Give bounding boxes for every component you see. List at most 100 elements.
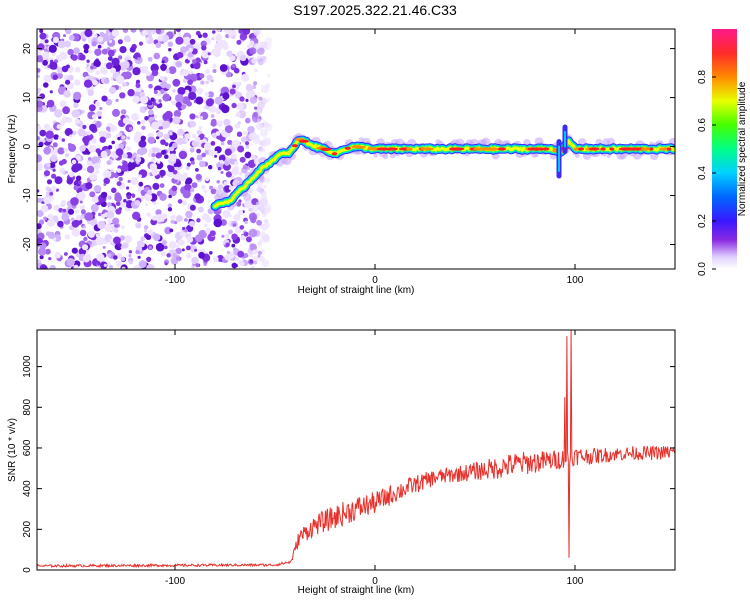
noise-blob <box>263 177 270 184</box>
noise-blob <box>172 142 178 149</box>
ridge-hotspot <box>451 147 465 151</box>
spectrogram-xtick-label: 0 <box>372 275 378 286</box>
noise-blob <box>177 128 185 136</box>
noise-blob <box>199 133 205 139</box>
noise-blob <box>71 219 80 228</box>
noise-blob <box>122 153 128 159</box>
noise-blob <box>181 200 187 206</box>
noise-blob <box>161 60 165 64</box>
noise-blob <box>245 144 250 149</box>
snr-xtick-label: 100 <box>567 576 584 587</box>
noise-blob <box>116 181 122 187</box>
noise-blob <box>59 100 67 108</box>
noise-blob <box>233 67 240 74</box>
noise-blob <box>73 91 82 101</box>
noise-blob <box>46 162 51 168</box>
noise-blob <box>231 243 236 248</box>
noise-blob <box>63 34 66 38</box>
noise-blob <box>42 59 48 66</box>
noise-blob <box>232 247 238 253</box>
noise-blob <box>239 33 248 41</box>
snr-ytick-label: 1000 <box>22 355 33 378</box>
noise-blob <box>159 89 165 95</box>
noise-blob <box>37 162 43 172</box>
noise-blob <box>194 193 201 200</box>
spectrogram-ytick-label: 20 <box>22 43 33 55</box>
ridge-halo <box>382 153 389 160</box>
noise-blob <box>120 225 125 230</box>
snr-line-area <box>37 330 675 569</box>
noise-blob <box>99 255 105 261</box>
noise-blob <box>95 233 100 238</box>
noise-blob <box>204 189 208 194</box>
colorbar: 0.0 0.2 0.4 0.6 0.8 Normalized spectral ampl… <box>697 29 748 276</box>
noise-blob <box>95 148 101 154</box>
noise-blob <box>213 218 223 228</box>
noise-blob <box>251 204 259 212</box>
noise-blob <box>130 177 139 185</box>
noise-blob <box>184 218 188 222</box>
noise-blob <box>235 112 241 118</box>
noise-blob <box>58 160 64 166</box>
noise-blob <box>175 93 184 103</box>
noise-blob <box>93 185 102 193</box>
snr-y-label: SNR (10 * v/v) <box>7 418 18 482</box>
noise-blob <box>225 233 230 239</box>
noise-blob <box>239 225 245 230</box>
ridge-hotspot <box>320 147 332 151</box>
noise-blob <box>171 185 178 192</box>
noise-blob <box>117 39 123 45</box>
noise-blob <box>206 74 213 81</box>
noise-blob <box>43 123 51 131</box>
noise-blob <box>47 231 56 239</box>
noise-blob <box>200 80 205 85</box>
noise-blob <box>37 223 42 230</box>
noise-blob <box>264 219 269 224</box>
noise-blob <box>64 40 71 48</box>
noise-blob <box>111 140 115 145</box>
noise-blob <box>249 47 257 55</box>
ridge-hotspot <box>609 147 615 151</box>
ridge-hotspot <box>356 145 366 149</box>
noise-blob <box>244 200 252 209</box>
noise-blob <box>218 154 226 162</box>
noise-blob <box>66 177 74 185</box>
noise-blob <box>107 202 112 207</box>
noise-blob <box>104 223 113 232</box>
noise-blob <box>239 96 245 102</box>
noise-blob <box>127 89 135 97</box>
noise-blob <box>246 55 251 60</box>
noise-blob <box>46 99 55 108</box>
ridge-hotspot <box>376 147 390 151</box>
noise-blob <box>43 216 47 221</box>
spectrogram-xtick-label: -100 <box>165 275 185 286</box>
noise-blob <box>80 215 84 220</box>
noise-blob <box>231 63 236 68</box>
noise-blob <box>145 234 152 240</box>
noise-blob <box>49 90 53 94</box>
noise-blob <box>201 50 210 59</box>
noise-blob <box>195 115 199 119</box>
noise-blob <box>115 208 122 215</box>
spectrogram-ytick-label: 10 <box>22 92 33 104</box>
noise-blob <box>122 29 129 33</box>
noise-blob <box>39 255 44 260</box>
noise-blob <box>155 147 160 152</box>
noise-blob <box>150 157 156 162</box>
noise-blob <box>175 215 183 222</box>
noise-blob <box>71 109 81 118</box>
noise-blob <box>237 250 245 258</box>
noise-blob <box>138 41 144 46</box>
noise-blob <box>128 260 133 265</box>
noise-blob <box>90 65 95 70</box>
noise-blob <box>175 161 182 168</box>
noise-blob <box>244 220 248 224</box>
snr-series-line <box>37 330 675 569</box>
noise-blob <box>126 146 131 152</box>
noise-blob <box>230 175 235 180</box>
noise-blob <box>103 177 110 185</box>
noise-blob <box>232 223 237 227</box>
noise-blob <box>45 130 54 139</box>
